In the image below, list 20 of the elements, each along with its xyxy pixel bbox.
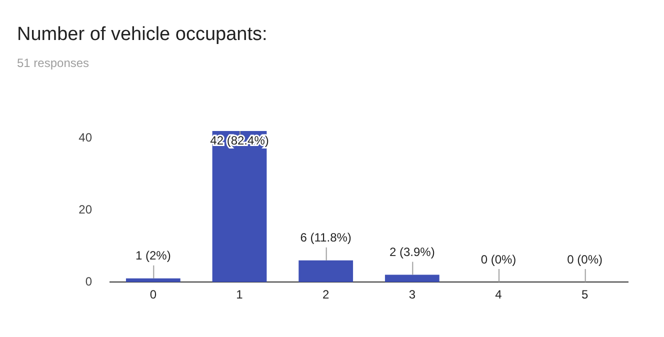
x-tick-label: 3 (408, 288, 416, 302)
x-tick-label: 1 (236, 288, 244, 302)
x-tick-label: 4 (495, 288, 502, 302)
data-label: 1 (2%) (135, 248, 171, 263)
bar (298, 260, 354, 282)
data-label: 2 (3.9%) (389, 245, 435, 260)
data-label: 6 (11.8%) (300, 230, 352, 245)
y-tick-label: 20 (78, 202, 92, 216)
data-label: 0 (0%) (480, 252, 516, 266)
bar (126, 278, 180, 282)
bar (384, 274, 440, 282)
data-label: 0 (0%) (567, 252, 603, 266)
y-tick-label: 0 (85, 274, 92, 288)
x-tick-label: 0 (150, 288, 157, 302)
chart-title: Number of vehicle occupants: (17, 24, 268, 46)
y-tick-label: 40 (78, 130, 92, 145)
bar (212, 131, 267, 282)
x-tick-label: 5 (581, 288, 588, 302)
x-tick-label: 2 (322, 288, 330, 302)
chart-subtitle: 51 responses (17, 56, 90, 70)
